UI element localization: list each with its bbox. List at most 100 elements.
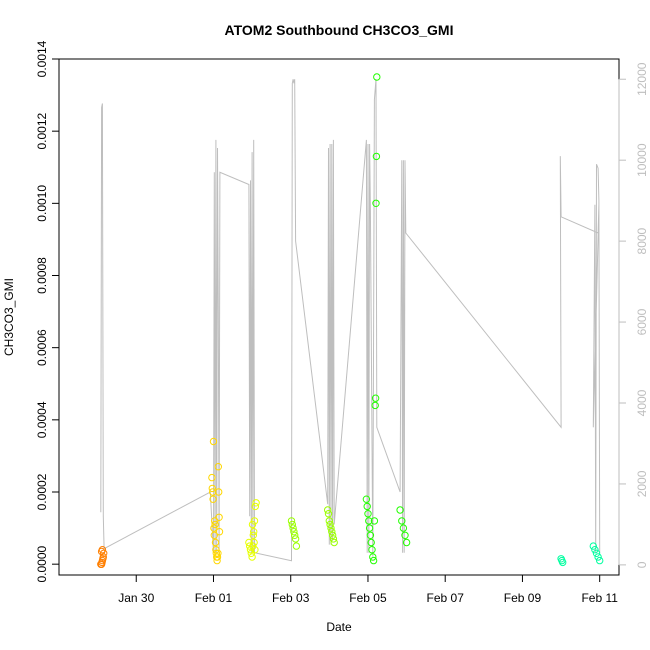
data-point: [211, 520, 219, 529]
data-point: [208, 473, 216, 482]
data-point: [215, 513, 223, 521]
data-point: [324, 506, 332, 514]
data-point: [246, 542, 254, 550]
data-point: [249, 542, 257, 550]
y-tick-label: 0.0012: [35, 112, 49, 149]
data-point: [325, 517, 333, 525]
data-point: [399, 524, 408, 532]
x-axis-label: Date: [326, 620, 352, 634]
data-point: [371, 401, 379, 410]
data-point: [288, 520, 296, 529]
data-point: [208, 484, 217, 493]
data-point: [372, 152, 381, 161]
y2-tick-label: 8000: [635, 227, 649, 254]
data-point: [98, 546, 107, 554]
data-point: [249, 531, 258, 539]
y2-axis: 0 2000 4000 6000 8000 10000 12000: [618, 62, 649, 568]
data-point: [362, 495, 371, 503]
data-point: [209, 437, 218, 446]
data-point: [328, 531, 337, 539]
data-point: [211, 517, 219, 525]
data-point: [369, 553, 377, 561]
data-point: [100, 549, 108, 557]
y-tick-label: 0.0008: [35, 257, 49, 294]
data-point: [287, 517, 296, 525]
data-point: [250, 538, 258, 547]
data-point: [214, 463, 223, 471]
x-tick-label: Feb 03: [272, 591, 310, 605]
data-point: [251, 502, 260, 511]
x-tick-label: Feb 11: [581, 591, 618, 605]
y-tick-label: 0.0014: [35, 40, 49, 77]
y2-tick-label: 4000: [635, 389, 649, 416]
data-point: [213, 556, 221, 565]
data-point: [289, 524, 297, 532]
y-tick-label: 0.0010: [35, 185, 49, 222]
data-point: [215, 488, 223, 496]
data-point: [371, 394, 380, 402]
y-tick-label: 0.0000: [35, 545, 49, 582]
data-point: [291, 535, 300, 543]
x-tick-label: Jan 30: [118, 591, 154, 605]
x-tick-label: Feb 01: [195, 591, 233, 605]
data-point: [328, 528, 336, 536]
data-point: [592, 549, 601, 557]
x-tick-label: Feb 07: [427, 591, 465, 605]
data-point: [589, 542, 597, 550]
chart-title: ATOM2 Southbound CH3CO3_GMI: [225, 22, 454, 38]
data-point: [327, 524, 335, 532]
y-tick-label: 0.0004: [35, 401, 49, 438]
data-point: [248, 520, 257, 529]
data-point: [594, 553, 602, 561]
altitude-line: [100, 79, 601, 562]
data-point: [369, 556, 378, 565]
data-point: [330, 538, 338, 547]
data-point: [363, 502, 371, 511]
data-point: [215, 528, 224, 536]
y-axis: 0.0000 0.0002 0.0004 0.0006 0.0008 0.0010 0.00…: [35, 40, 60, 583]
data-point: [292, 542, 301, 550]
altitude-series: [100, 79, 601, 562]
data-point: [252, 499, 260, 507]
y2-tick-label: 12000: [635, 62, 649, 96]
data-point: [366, 531, 375, 539]
data-point: [250, 528, 258, 536]
y2-tick-label: 2000: [635, 470, 649, 497]
data-points: [97, 73, 604, 568]
y-tick-label: 0.0006: [35, 329, 49, 366]
data-point: [370, 517, 379, 525]
x-tick-label: Feb 09: [504, 591, 542, 605]
data-point: [213, 553, 222, 561]
data-point: [402, 538, 411, 547]
data-point: [559, 558, 567, 567]
data-point: [368, 546, 376, 554]
data-point: [329, 535, 338, 543]
data-point: [290, 528, 298, 536]
data-point: [365, 517, 373, 525]
data-point: [248, 553, 256, 561]
data-point: [367, 538, 375, 547]
data-point: [365, 524, 374, 532]
data-point: [591, 546, 599, 554]
data-point: [364, 510, 372, 518]
data-point: [373, 73, 381, 81]
data-point: [324, 510, 333, 518]
data-point: [210, 524, 218, 532]
data-point: [596, 556, 604, 565]
y-tick-label: 0.0002: [35, 473, 49, 510]
data-point: [291, 531, 299, 539]
data-point: [372, 199, 380, 208]
data-point: [398, 517, 406, 525]
data-point: [209, 495, 217, 503]
y-axis-label: CH3CO3_GMI: [2, 278, 16, 356]
data-point: [212, 546, 220, 554]
x-axis: Jan 30 Feb 01 Feb 03 Feb 05 Feb 07 Feb 09 Feb …: [118, 574, 618, 605]
data-point: [210, 531, 219, 539]
y2-tick-label: 10000: [635, 143, 649, 177]
data-point: [251, 546, 259, 554]
x-tick-label: Feb 05: [349, 591, 387, 605]
data-point: [326, 520, 334, 529]
data-point: [250, 517, 259, 525]
